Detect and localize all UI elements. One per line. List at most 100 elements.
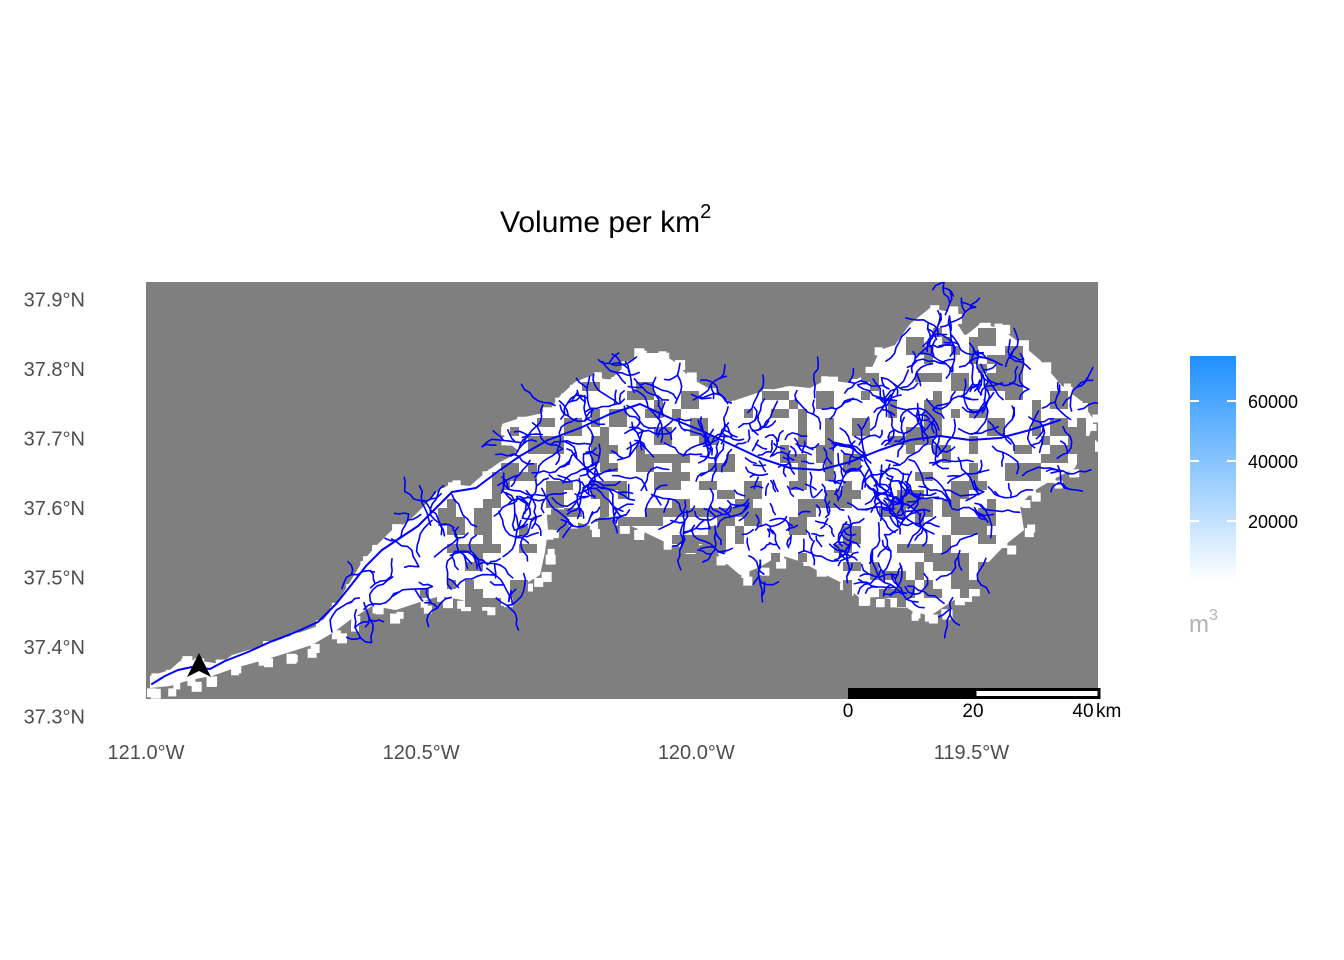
- gap-cell: [969, 580, 987, 589]
- tributary-stream: [881, 533, 892, 574]
- watershed-cell: [524, 583, 533, 592]
- tributary-stream: [633, 377, 670, 401]
- watershed-cell: [542, 407, 551, 416]
- gap-cell: [492, 490, 501, 499]
- tributary-stream: [720, 448, 733, 473]
- tributary-stream: [829, 444, 838, 450]
- tributary-stream: [861, 469, 870, 484]
- tributary-stream: [974, 502, 993, 539]
- gap-cell: [672, 454, 681, 472]
- gap-cell: [906, 337, 924, 355]
- tributary-stream: [824, 505, 831, 518]
- watershed-cell: [439, 487, 447, 495]
- tributary-stream: [1038, 417, 1054, 423]
- gap-cell: [447, 580, 456, 589]
- gap-cell: [951, 526, 969, 535]
- tributary-stream: [521, 515, 537, 521]
- watershed-cell: [731, 400, 742, 411]
- gap-cell: [924, 589, 942, 598]
- gap-cell: [1005, 463, 1023, 481]
- watershed-cell: [542, 412, 551, 421]
- gap-cell: [564, 508, 582, 517]
- tributary-stream: [628, 441, 633, 458]
- tributary-stream: [590, 509, 631, 524]
- tributary-stream: [493, 562, 497, 579]
- watershed-cell: [331, 602, 339, 610]
- tributary-stream: [595, 483, 636, 501]
- tributary-stream: [828, 524, 835, 538]
- watershed-cell: [482, 471, 490, 479]
- watershed-cell: [821, 376, 829, 384]
- tributary-stream: [769, 517, 794, 527]
- gap-cell: [816, 454, 834, 463]
- tributary-stream: [810, 540, 816, 566]
- tributary-stream: [501, 489, 513, 502]
- watershed-cell: [258, 656, 268, 666]
- y-tick-label: 37.5°N: [24, 567, 85, 589]
- tributary-stream: [938, 343, 955, 347]
- tributary-stream: [453, 550, 470, 553]
- gap-cell: [924, 418, 942, 436]
- tributary-stream: [972, 350, 987, 359]
- watershed-cell: [1041, 362, 1052, 373]
- watershed-cell: [467, 487, 475, 495]
- tributary-stream: [822, 447, 828, 473]
- tributary-stream: [901, 508, 935, 535]
- legend-colorbar: [1190, 356, 1236, 581]
- tributary-stream: [519, 514, 542, 550]
- watershed-cell: [362, 556, 372, 566]
- watershed-cell: [263, 641, 274, 652]
- tributary-stream: [1041, 401, 1056, 409]
- tributary-stream: [486, 567, 511, 603]
- watershed-cell: [741, 569, 750, 578]
- tributary-stream: [1086, 366, 1094, 382]
- tributary-stream: [987, 486, 1000, 497]
- tributary-stream: [515, 536, 530, 544]
- tributary-stream: [940, 446, 956, 453]
- watershed-cell: [541, 504, 552, 515]
- tributary-stream: [760, 542, 772, 551]
- tributary-stream: [837, 551, 859, 567]
- gap-cell: [1059, 445, 1077, 454]
- tributary-stream: [947, 469, 990, 478]
- tributary-stream: [1004, 327, 1019, 368]
- gap-cell: [654, 508, 672, 517]
- tributary-stream: [960, 297, 966, 313]
- tributary-stream: [433, 532, 469, 558]
- watershed-cell: [621, 361, 631, 371]
- tributary-stream: [755, 514, 760, 527]
- tributary-stream: [557, 474, 572, 483]
- gap-cell: [699, 481, 717, 490]
- tributary-stream: [767, 528, 771, 538]
- x-tick-label: 120.0°W: [658, 742, 735, 764]
- watershed-cell: [951, 313, 962, 324]
- tributary-stream: [814, 520, 828, 526]
- tributary-stream: [969, 383, 982, 393]
- tributary-stream: [1062, 379, 1094, 407]
- watershed-cell: [1047, 474, 1056, 483]
- tributary-stream: [369, 569, 376, 585]
- tributary-stream: [711, 406, 729, 443]
- tributary-stream: [390, 538, 420, 568]
- y-tick-label: 37.8°N: [24, 359, 85, 381]
- gap-cell: [825, 490, 834, 499]
- tributary-stream: [455, 573, 496, 588]
- tributary-stream: [885, 459, 901, 466]
- tributary-stream: [837, 452, 844, 479]
- watershed-cell: [567, 517, 575, 525]
- tributary-stream: [980, 363, 1004, 401]
- watershed-cell: [286, 653, 297, 664]
- tributary-stream: [716, 502, 750, 528]
- tributary-stream: [894, 565, 903, 580]
- gap-cell: [474, 517, 492, 535]
- tributary-stream: [594, 467, 604, 482]
- tributary-stream: [777, 429, 784, 442]
- tributary-stream: [883, 562, 903, 596]
- tributary-stream: [744, 466, 769, 477]
- gap-cell: [771, 391, 789, 400]
- gap-cell: [888, 400, 897, 418]
- gap-cell: [618, 517, 636, 526]
- tributary-stream: [493, 497, 529, 517]
- watershed-cell: [503, 598, 513, 608]
- gap-cell: [627, 391, 636, 400]
